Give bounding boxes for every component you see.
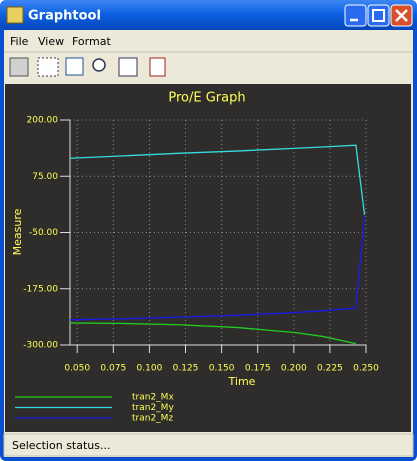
x-tick-label: 0.225 [317, 364, 343, 374]
legend-label: tran2_My [132, 403, 174, 413]
zoom-fit-button[interactable] [118, 57, 138, 77]
y-axis-label: Measure [11, 208, 24, 255]
x-tick-label: 0.050 [64, 364, 90, 374]
x-tick-label: 0.200 [281, 364, 307, 374]
x-tick-label: 0.100 [137, 364, 163, 374]
y-tick-label: 200.00 [27, 116, 59, 126]
x-tick-label: 0.075 [100, 364, 126, 374]
chart-panel [5, 84, 411, 432]
zoom-in-button[interactable] [92, 58, 106, 72]
status-text: Selection status... [12, 439, 110, 452]
y-tick-label: -300.00 [23, 341, 58, 351]
x-tick-label: 0.175 [245, 364, 271, 374]
status-bar [3, 433, 414, 457]
close-glyph [395, 9, 408, 22]
edit-button[interactable] [65, 57, 84, 76]
menu-format[interactable]: Format [72, 35, 111, 48]
menu-file[interactable]: File [10, 35, 29, 48]
legend-label: tran2_Mx [132, 393, 174, 403]
report-button[interactable] [149, 57, 166, 77]
y-tick-label: -175.00 [23, 284, 58, 294]
y-tick-label: 75.00 [32, 172, 58, 182]
x-tick-label: 0.250 [353, 364, 379, 374]
y-tick-label: -50.00 [29, 228, 58, 238]
menu-view[interactable]: View [38, 35, 64, 48]
maximize-button[interactable] [367, 4, 390, 27]
minimize-button[interactable] [344, 4, 367, 27]
maximize-glyph [372, 9, 385, 22]
x-tick-label: 0.125 [173, 364, 199, 374]
title-bar [0, 0, 417, 30]
series-line [69, 144, 366, 216]
chart: Pro/E Graph Time Measure 200.00 75.00 -50.… [11, 91, 379, 424]
x-tick-label: 0.150 [209, 364, 235, 374]
app-icon [6, 6, 24, 24]
chart-title: Pro/E Graph [168, 91, 245, 106]
series-line [69, 216, 366, 321]
x-axis-label: Time [228, 375, 256, 388]
legend-label: tran2_Mz [132, 414, 173, 424]
window-title: Graphtool [28, 9, 101, 24]
print-button[interactable] [9, 57, 29, 77]
grid-button[interactable] [37, 57, 59, 77]
series-line [69, 322, 357, 345]
